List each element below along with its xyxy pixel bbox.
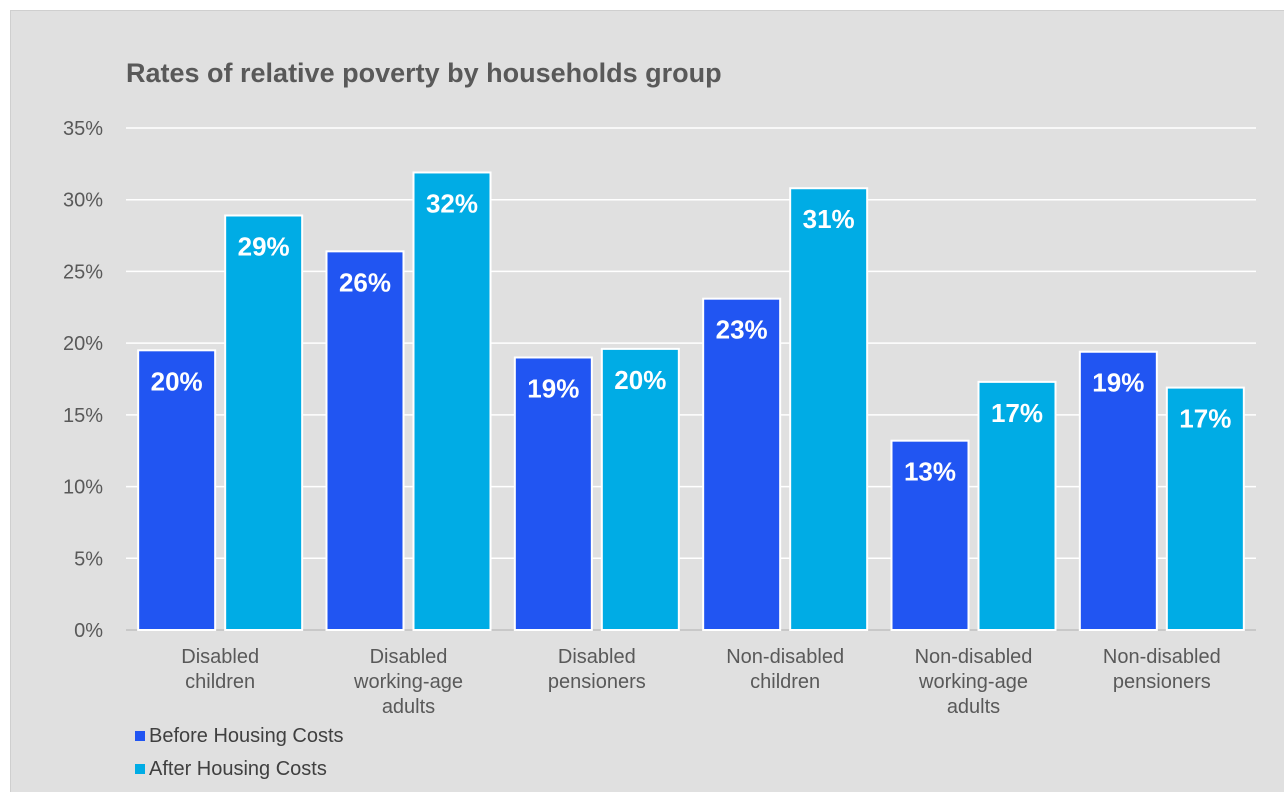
legend-label: After Housing Costs [149,758,327,780]
bar-after-housing-costs [224,214,304,631]
data-label: 29% [238,231,290,261]
category-label: Non-disabled working-age adults [915,646,1033,718]
bar-chart: Rates of relative poverty by households … [63,58,1256,780]
data-label: 13% [904,457,956,487]
y-tick-label: 35% [63,118,103,140]
y-axis-ticks: 0% 5% 10% 15% 20% 25% 30% 35% [63,118,103,642]
category-label-line: Disabled [558,646,636,668]
category-label: Non-disabled children [726,646,844,693]
data-label: 17% [991,398,1043,428]
bar-before-housing-costs [513,356,593,631]
y-tick-label: 25% [63,261,103,283]
bar-before-housing-costs [1078,350,1158,631]
category-label-line: children [185,671,255,693]
legend-label: Before Housing Costs [149,725,344,747]
bar-after-housing-costs [600,347,680,631]
bar-before-housing-costs [325,250,405,631]
chart-title: Rates of relative poverty by households … [126,58,722,88]
y-tick-label: 5% [74,548,103,570]
data-label: 19% [1092,368,1144,398]
legend-swatch [135,764,145,774]
data-label: 19% [527,373,579,403]
data-label: 32% [426,188,478,218]
bars [137,171,1245,632]
gridlines [126,127,1256,631]
category-label-line: children [750,671,820,693]
category-label: Disabled pensioners [548,646,646,693]
bar-before-housing-costs [890,439,970,631]
bar-after-housing-costs [1165,386,1245,631]
data-label: 20% [614,365,666,395]
category-label-line: pensioners [548,671,646,693]
legend: Before Housing Costs After Housing Costs [135,725,344,780]
data-labels: 20% 29% 26% 32% 19% 20% 23% 31% 13% 17% 19% 17% [151,188,1232,486]
data-label: 17% [1179,404,1231,434]
data-label: 20% [151,366,203,396]
category-label-line: adults [382,696,435,718]
bar-after-housing-costs [977,380,1057,631]
category-label-line: adults [947,696,1000,718]
category-label-line: Disabled [181,646,259,668]
y-tick-label: 20% [63,333,103,355]
category-label-line: working-age [353,671,463,693]
category-label-line: Disabled [370,646,448,668]
category-label: Disabled children [181,646,259,693]
y-tick-label: 15% [63,405,103,427]
category-label-line: pensioners [1113,671,1211,693]
x-axis-categories: Disabled children Disabled working-age adult… [181,646,1221,718]
category-label-line: Non-disabled [726,646,844,668]
bar-after-housing-costs [412,171,492,631]
legend-swatch [135,731,145,741]
category-label-line: Non-disabled [1103,646,1221,668]
bar-after-housing-costs [789,187,869,632]
category-label: Disabled working-age adults [353,646,463,718]
y-tick-label: 0% [74,620,103,642]
bar-before-housing-costs [137,349,217,631]
y-tick-label: 10% [63,477,103,499]
bar-before-housing-costs [702,297,782,631]
category-label-line: working-age [918,671,1028,693]
category-label-line: Non-disabled [915,646,1033,668]
data-label: 31% [803,204,855,234]
category-label: Non-disabled pensioners [1103,646,1221,693]
data-label: 23% [716,315,768,345]
data-label: 26% [339,267,391,297]
y-tick-label: 30% [63,190,103,212]
chart-area: Rates of relative poverty by households … [10,10,1284,792]
